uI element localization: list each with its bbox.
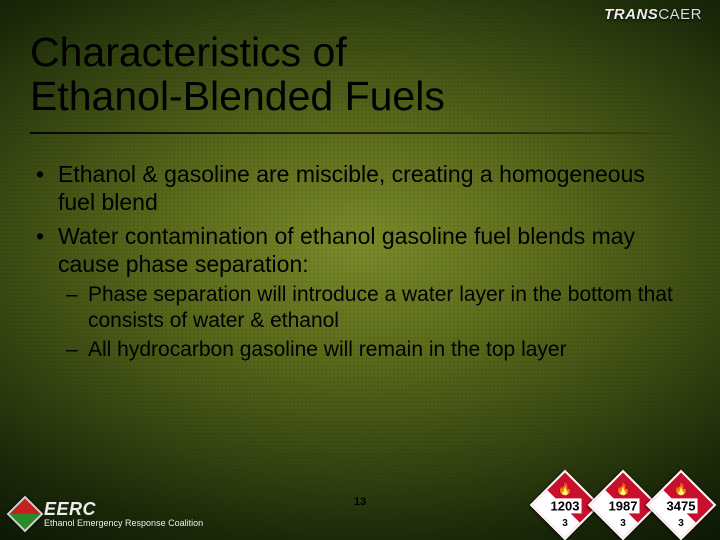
sub-bullet-text: Phase separation will introduce a water … [88,283,673,332]
sub-bullet-item: All hydrocarbon gasoline will remain in … [58,337,680,363]
flame-icon: 🔥 [616,482,631,496]
title-underline [30,132,690,134]
logo-part2: CAER [658,6,702,23]
slide: TRANSCAER Characteristics of Ethanol-Ble… [0,0,720,540]
placard-un-number: 3475 [665,498,698,513]
slide-body: Ethanol & gasoline are miscible, creatin… [30,160,680,369]
title-line-2: Ethanol-Blended Fuels [30,73,445,119]
title-line-1: Characteristics of [30,29,347,75]
placard-class: 3 [620,518,626,529]
sub-bullet-item: Phase separation will introduce a water … [58,282,680,333]
logo-part1: TRANS [604,6,658,23]
eerc-diamond-icon [12,501,38,527]
slide-title: Characteristics of Ethanol-Blended Fuels [30,30,660,119]
sub-bullet-list: Phase separation will introduce a water … [58,282,680,363]
flame-icon: 🔥 [674,482,689,496]
transcaer-logo: TRANSCAER [604,6,702,23]
bullet-text: Water contamination of ethanol gasoline … [58,223,635,277]
hazmat-placard: 🔥 1203 3 [540,480,590,530]
sub-bullet-text: All hydrocarbon gasoline will remain in … [88,338,567,361]
bullet-item: Water contamination of ethanol gasoline … [30,222,680,363]
eerc-subtitle: Ethanol Emergency Response Coalition [44,518,203,528]
bullet-list: Ethanol & gasoline are miscible, creatin… [30,160,680,363]
placard-un-number: 1203 [549,498,582,513]
hazmat-placard: 🔥 1987 3 [598,480,648,530]
flame-icon: 🔥 [558,482,573,496]
hazmat-placards: 🔥 1203 3 🔥 1987 3 🔥 3475 3 [540,480,706,530]
eerc-acronym: EERC [44,500,203,519]
eerc-logo: EERC Ethanol Emergency Response Coalitio… [12,500,203,528]
placard-un-number: 1987 [607,498,640,513]
bullet-text: Ethanol & gasoline are miscible, creatin… [58,161,645,215]
eerc-text: EERC Ethanol Emergency Response Coalitio… [44,500,203,528]
placard-class: 3 [678,518,684,529]
placard-class: 3 [562,518,568,529]
hazmat-placard: 🔥 3475 3 [656,480,706,530]
bullet-item: Ethanol & gasoline are miscible, creatin… [30,160,680,216]
